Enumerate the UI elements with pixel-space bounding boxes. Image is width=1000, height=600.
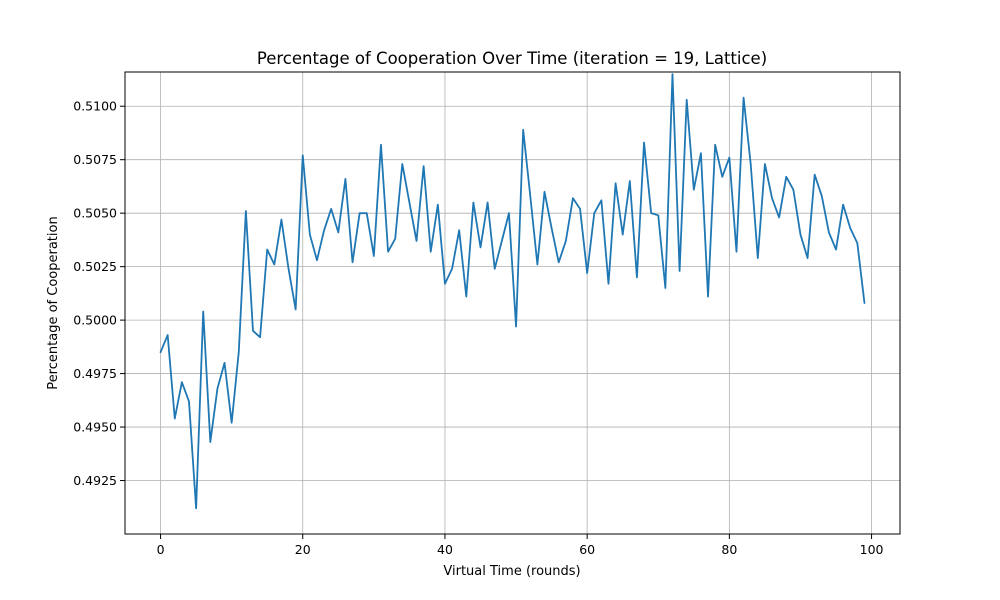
x-tick-label: 0 — [157, 542, 165, 557]
y-tick-label: 0.5000 — [73, 313, 117, 328]
y-tick-label: 0.4925 — [73, 473, 117, 488]
x-tick-label: 80 — [721, 542, 737, 557]
y-tick-label: 0.5050 — [73, 206, 117, 221]
x-tick-label: 100 — [860, 542, 884, 557]
y-axis: 0.4925 0.4950 0.4975 0.5000 0.5025 0.5050 0.50… — [73, 99, 125, 488]
x-tick-label: 60 — [579, 542, 595, 557]
x-axis: 0 20 40 60 80 100 — [157, 534, 884, 557]
x-tick-label: 20 — [295, 542, 311, 557]
x-tick-label: 40 — [437, 542, 453, 557]
y-tick-label: 0.4950 — [73, 420, 117, 435]
series-layer — [159, 73, 866, 510]
x-axis-label: Virtual Time (rounds) — [443, 564, 580, 579]
y-tick-label: 0.5075 — [73, 152, 117, 167]
chart-title: Percentage of Cooperation Over Time (ite… — [257, 49, 767, 68]
plot-frame — [124, 71, 901, 535]
y-tick-label: 0.5100 — [73, 99, 117, 114]
series-line-0 — [159, 73, 866, 510]
grid — [125, 72, 900, 534]
y-axis-label: Percentage of Cooperation — [46, 216, 61, 389]
y-tick-label: 0.4975 — [73, 366, 117, 381]
y-tick-label: 0.5025 — [73, 259, 117, 274]
